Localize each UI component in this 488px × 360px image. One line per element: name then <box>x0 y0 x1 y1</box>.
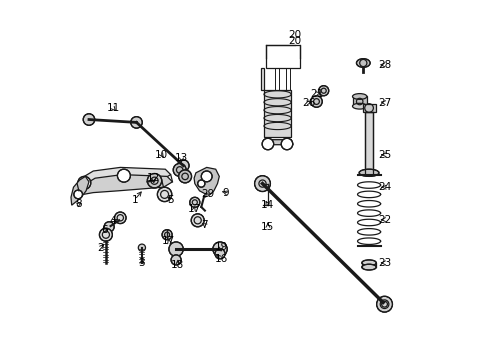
Circle shape <box>212 242 227 256</box>
Ellipse shape <box>191 214 204 227</box>
Text: 26: 26 <box>301 98 315 108</box>
Text: 28: 28 <box>378 60 391 70</box>
Text: 15: 15 <box>261 222 274 232</box>
Circle shape <box>177 160 189 171</box>
Text: 17: 17 <box>162 236 175 246</box>
Text: 20: 20 <box>288 36 301 46</box>
Circle shape <box>178 170 191 183</box>
Ellipse shape <box>361 264 375 270</box>
Bar <box>265 45 300 68</box>
Ellipse shape <box>358 169 378 176</box>
Text: 12: 12 <box>147 173 160 183</box>
Circle shape <box>201 171 212 182</box>
Text: 13: 13 <box>175 153 188 163</box>
Text: 24: 24 <box>378 182 391 192</box>
Circle shape <box>162 230 172 240</box>
Text: 29: 29 <box>201 189 214 199</box>
Polygon shape <box>194 167 219 194</box>
Ellipse shape <box>356 59 369 67</box>
Ellipse shape <box>361 260 375 266</box>
Circle shape <box>147 174 162 188</box>
Text: 7: 7 <box>201 220 208 230</box>
Text: 11: 11 <box>106 103 120 113</box>
Text: 5: 5 <box>167 195 174 205</box>
Text: 3: 3 <box>138 258 145 268</box>
Circle shape <box>74 190 82 199</box>
Circle shape <box>318 86 328 96</box>
Ellipse shape <box>352 94 366 99</box>
Text: 6: 6 <box>101 225 107 235</box>
Circle shape <box>104 222 114 232</box>
Text: 2: 2 <box>97 243 103 253</box>
Circle shape <box>254 176 270 192</box>
Ellipse shape <box>352 103 366 109</box>
Polygon shape <box>79 175 172 194</box>
Polygon shape <box>262 140 292 145</box>
Text: 25: 25 <box>378 150 391 160</box>
Polygon shape <box>77 167 170 187</box>
Polygon shape <box>362 104 375 112</box>
Text: 9: 9 <box>222 188 228 198</box>
Circle shape <box>215 249 224 259</box>
Polygon shape <box>365 112 373 173</box>
Text: 19: 19 <box>214 242 227 252</box>
Text: 10: 10 <box>155 150 168 160</box>
Polygon shape <box>352 96 366 106</box>
Circle shape <box>117 169 130 182</box>
Circle shape <box>262 138 273 150</box>
Text: 22: 22 <box>378 215 391 225</box>
Text: 1: 1 <box>131 195 138 205</box>
Text: 14: 14 <box>261 200 274 210</box>
Text: 21: 21 <box>309 89 323 99</box>
Circle shape <box>171 255 181 265</box>
Circle shape <box>197 180 204 187</box>
Circle shape <box>173 163 186 176</box>
Text: 16: 16 <box>214 254 227 264</box>
Text: 17: 17 <box>187 204 200 214</box>
Polygon shape <box>71 176 89 205</box>
Circle shape <box>168 242 183 256</box>
Polygon shape <box>264 90 291 137</box>
Circle shape <box>83 114 95 125</box>
Text: 18: 18 <box>171 260 184 270</box>
Text: 27: 27 <box>378 98 391 108</box>
Ellipse shape <box>114 212 126 224</box>
Text: 20: 20 <box>288 30 301 40</box>
Text: 8: 8 <box>75 199 81 210</box>
Circle shape <box>189 197 200 207</box>
Text: 4: 4 <box>110 216 116 226</box>
Circle shape <box>310 96 322 107</box>
Circle shape <box>281 138 292 150</box>
Circle shape <box>138 244 145 251</box>
Polygon shape <box>260 68 264 90</box>
Ellipse shape <box>157 187 171 202</box>
Ellipse shape <box>99 228 112 241</box>
Circle shape <box>130 117 142 128</box>
Circle shape <box>376 296 392 312</box>
Text: 23: 23 <box>378 258 391 268</box>
Circle shape <box>78 176 91 189</box>
